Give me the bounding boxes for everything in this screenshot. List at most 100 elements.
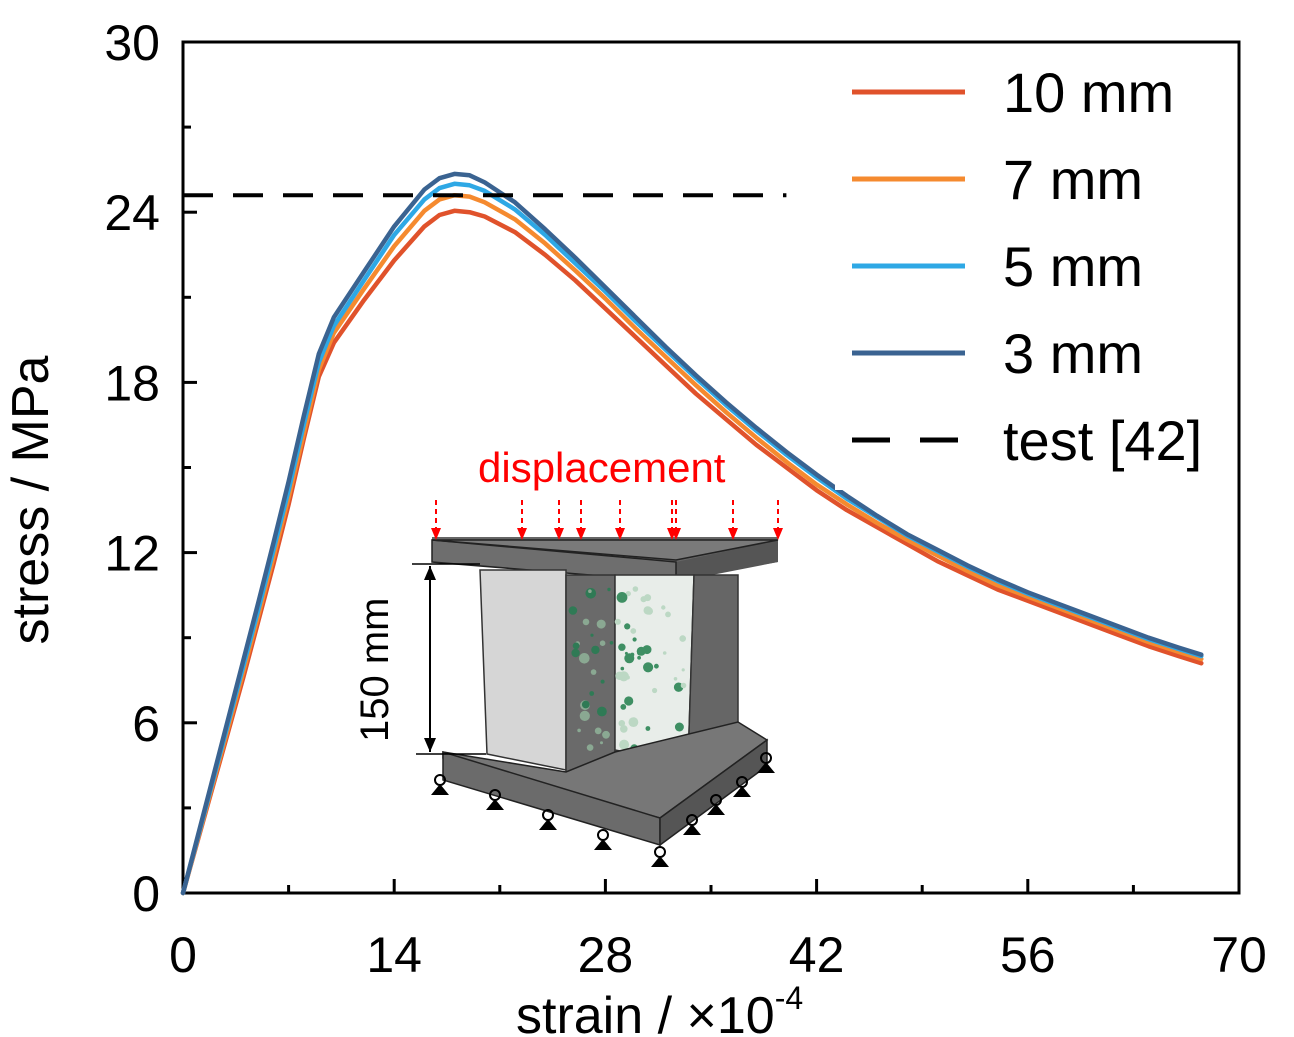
y-tick-label: 30 xyxy=(104,15,160,71)
aggregate-particle xyxy=(665,611,671,618)
aggregate-particle xyxy=(581,700,590,709)
aggregate-particle xyxy=(596,619,606,629)
aggregate-particle xyxy=(588,589,592,593)
aggregate-particle xyxy=(661,605,666,610)
y-tick-label: 0 xyxy=(132,866,160,922)
aggregate-particle xyxy=(642,645,652,655)
x-tick-label: 70 xyxy=(1211,927,1267,983)
support-base xyxy=(683,824,701,835)
dimension-label: 150 mm xyxy=(353,598,397,743)
specimen-section-dark xyxy=(565,574,616,773)
aggregate-particle xyxy=(640,596,647,603)
aggregate-particle xyxy=(618,671,629,682)
dimension-arrow-top xyxy=(424,566,436,580)
aggregate-particle xyxy=(674,722,684,732)
aggregate-particle xyxy=(654,663,659,669)
aggregate-particle xyxy=(568,606,578,615)
aggregate-particle xyxy=(679,635,686,642)
aggregate-particle xyxy=(620,704,627,710)
x-tick-label: 0 xyxy=(169,927,197,983)
legend-label-0: 10 mm xyxy=(1003,61,1174,124)
aggregate-particle xyxy=(590,669,597,675)
legend-label-4: test [42] xyxy=(1003,409,1202,472)
aggregate-particle xyxy=(643,662,654,673)
y-tick-labels: 0 6 12 18 24 30 xyxy=(104,15,160,922)
aggregate-particle xyxy=(632,637,637,642)
support-base xyxy=(486,799,504,810)
aggregate-particle xyxy=(590,633,594,637)
x-axis-title-exponent: -4 xyxy=(775,980,803,1016)
load-arrowhead xyxy=(615,528,625,540)
svg-text:strain / ×10-4: strain / ×10-4 xyxy=(516,980,803,1037)
top-platen-side xyxy=(676,540,778,582)
displacement-label: displacement xyxy=(478,444,726,491)
aggregate-particle xyxy=(652,687,658,694)
y-tick-label: 12 xyxy=(104,526,160,582)
support-base xyxy=(757,762,775,773)
x-tick-label: 42 xyxy=(789,927,845,983)
data-series xyxy=(180,171,1204,896)
aggregate-particle xyxy=(585,588,597,599)
aggregate-particle xyxy=(586,744,594,751)
aggregate-particle xyxy=(579,653,590,664)
load-arrowhead xyxy=(576,528,586,540)
load-arrows xyxy=(431,500,783,540)
specimen-schematic: displacement 150 mm xyxy=(353,444,783,867)
top-platen-surface xyxy=(431,539,779,561)
legend-label-2: 5 mm xyxy=(1003,235,1143,298)
load-arrowhead xyxy=(671,528,681,540)
support-base xyxy=(594,839,612,850)
support-pin xyxy=(654,846,666,858)
x-axis-title: strain / ×10-4 xyxy=(516,980,803,1037)
load-arrowhead xyxy=(554,528,564,540)
aggregate-particle xyxy=(619,739,630,750)
aggregate-particle xyxy=(632,586,639,592)
aggregate-particle xyxy=(645,726,651,731)
aggregate-particle xyxy=(630,628,637,634)
aggregate-particle xyxy=(618,720,626,727)
aggregate-particle xyxy=(591,645,600,655)
support-pin xyxy=(597,829,609,841)
aggregate-particle xyxy=(624,653,635,664)
aggregate-particle xyxy=(597,706,607,717)
aggregate-particle xyxy=(571,648,580,658)
aggregate-particle xyxy=(643,606,652,615)
aggregate-particle xyxy=(624,696,634,706)
aggregate-particle xyxy=(680,682,687,689)
x-tick-label: 56 xyxy=(1000,927,1056,983)
support-base xyxy=(707,804,725,815)
aggregate-particle xyxy=(681,668,685,672)
aggregate-particle xyxy=(599,640,606,646)
legend-box xyxy=(835,50,1220,490)
y-tick-label: 18 xyxy=(104,355,160,411)
pin-supports xyxy=(431,752,775,867)
support-base xyxy=(431,784,449,795)
y-tick-label: 6 xyxy=(132,696,160,752)
support-base xyxy=(733,786,751,797)
aggregate-particle xyxy=(602,730,610,739)
aggregate-particle xyxy=(607,587,611,592)
load-arrowhead xyxy=(517,528,527,540)
load-arrowhead xyxy=(773,528,783,540)
aggregate-particle xyxy=(620,666,625,671)
aggregate-particle xyxy=(579,710,590,722)
aggregate-particle xyxy=(614,618,621,625)
aggregate-particle xyxy=(600,741,603,745)
aggregate-particle xyxy=(662,651,667,655)
aggregate-particle xyxy=(624,623,631,630)
legend: 10 mm 7 mm 5 mm 3 mm test [42] xyxy=(835,50,1220,490)
series-line-3 xyxy=(180,171,1204,896)
x-tick-label: 14 xyxy=(366,927,422,983)
aggregate-particle xyxy=(600,679,605,684)
x-tick-label: 28 xyxy=(578,927,634,983)
aggregate-particle xyxy=(618,643,626,651)
aggregate-particle xyxy=(637,655,641,660)
specimen-left-face xyxy=(479,569,567,771)
aggregate-particle xyxy=(616,592,628,603)
aggregate-particle xyxy=(609,641,614,645)
aggregate-particle xyxy=(625,591,631,597)
y-axis-title: stress / MPa xyxy=(2,355,60,644)
support-base xyxy=(539,819,557,830)
aggregate-particle xyxy=(582,618,590,626)
